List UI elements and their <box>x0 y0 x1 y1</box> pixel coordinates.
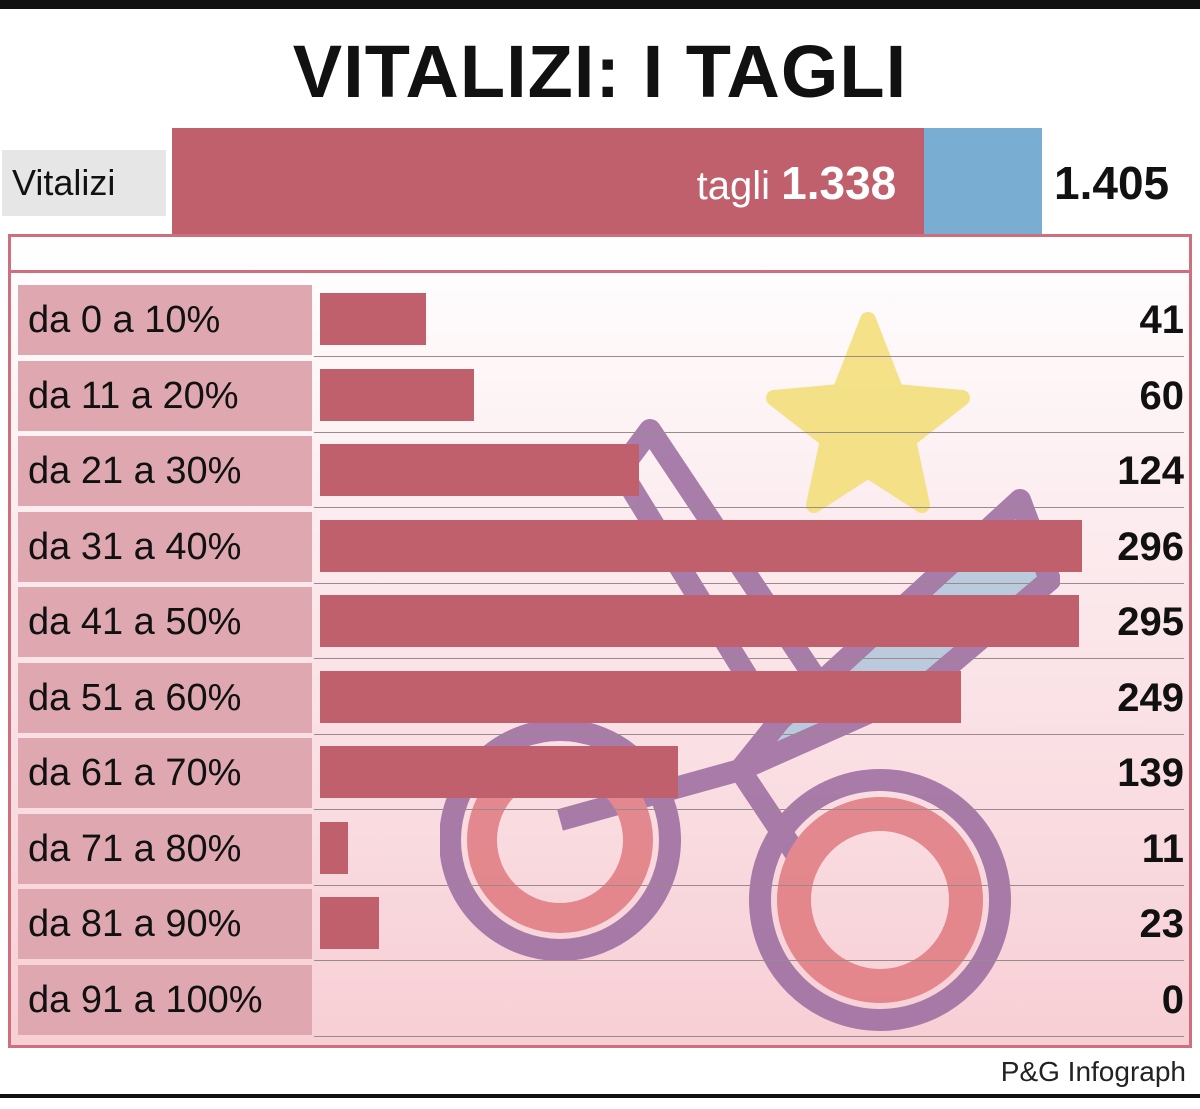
bar-row: da 61 a 70% 139 <box>18 736 1184 810</box>
bar <box>320 444 639 496</box>
category-label: da 61 a 70% <box>18 738 312 808</box>
value-label: 296 <box>1117 524 1184 569</box>
bar <box>320 595 1079 647</box>
row-separator <box>314 884 1184 886</box>
value-label: 41 <box>1139 298 1185 342</box>
cuts-prefix: tagli <box>696 164 771 208</box>
category-label: da 81 a 90% <box>18 889 312 959</box>
bar <box>320 293 426 345</box>
row-separator <box>314 356 1184 357</box>
value-label: 124 <box>1117 449 1184 493</box>
cuts-bar: tagli 1.338 <box>172 128 925 241</box>
chart-title: VITALIZI: I TAGLI <box>292 30 908 113</box>
total-label: Vitalizi <box>2 150 166 216</box>
bar-row: da 11 a 20% 60 <box>18 359 1184 433</box>
bar-row: da 81 a 90% 23 <box>18 887 1184 961</box>
bar <box>320 519 1082 572</box>
top-rule <box>0 0 1200 9</box>
bar-row: da 21 a 30% 124 <box>18 434 1184 508</box>
category-label: da 41 a 50% <box>18 587 312 657</box>
category-label: da 21 a 30% <box>18 436 312 506</box>
value-label: 249 <box>1117 675 1184 720</box>
bar-row: da 31 a 40% 296 <box>18 510 1184 584</box>
category-label: da 51 a 60% <box>18 662 312 733</box>
bar <box>320 670 961 723</box>
value-label: 0 <box>1161 977 1184 1022</box>
bar <box>320 746 678 798</box>
scissors-star-illustration <box>440 312 1060 1031</box>
cuts-label: tagli 1.338 <box>697 128 897 241</box>
category-label: da 71 a 80% <box>18 813 312 884</box>
category-label: da 31 a 40% <box>18 511 312 582</box>
value-label: 60 <box>1139 373 1185 418</box>
row-separator <box>314 960 1184 961</box>
row-separator <box>314 809 1184 810</box>
credit: P&G Infograph <box>1000 1056 1186 1087</box>
bar-row: da 0 a 10% 41 <box>18 283 1184 357</box>
total-bar: tagli 1.338 <box>172 128 1042 238</box>
bar-row: da 51 a 60% 249 <box>18 661 1184 735</box>
panel-divider <box>8 270 1192 273</box>
bar-row: da 71 a 80% 11 <box>18 812 1184 886</box>
row-separator <box>314 582 1184 584</box>
row-separator <box>314 507 1184 508</box>
bar <box>320 897 379 949</box>
row-separator <box>314 431 1184 433</box>
row-separator <box>314 733 1184 735</box>
bar <box>320 368 474 421</box>
category-label: da 0 a 10% <box>18 285 312 355</box>
star-icon <box>766 312 970 513</box>
row-separator <box>314 658 1184 659</box>
value-label: 139 <box>1117 751 1184 795</box>
bar-row: da 91 a 100% 0 <box>18 963 1184 1037</box>
cuts-value: 1.338 <box>781 157 897 209</box>
bar <box>320 821 348 874</box>
value-label: 11 <box>1141 826 1184 871</box>
value-label: 23 <box>1139 902 1185 946</box>
category-label: da 11 a 20% <box>18 360 312 431</box>
total-value: 1.405 <box>1054 157 1170 209</box>
value-label: 295 <box>1117 600 1184 644</box>
row-separator <box>314 1035 1184 1037</box>
bottom-rule <box>0 1094 1200 1098</box>
bar-row: da 41 a 50% 295 <box>18 585 1184 659</box>
category-label: da 91 a 100% <box>18 964 312 1035</box>
